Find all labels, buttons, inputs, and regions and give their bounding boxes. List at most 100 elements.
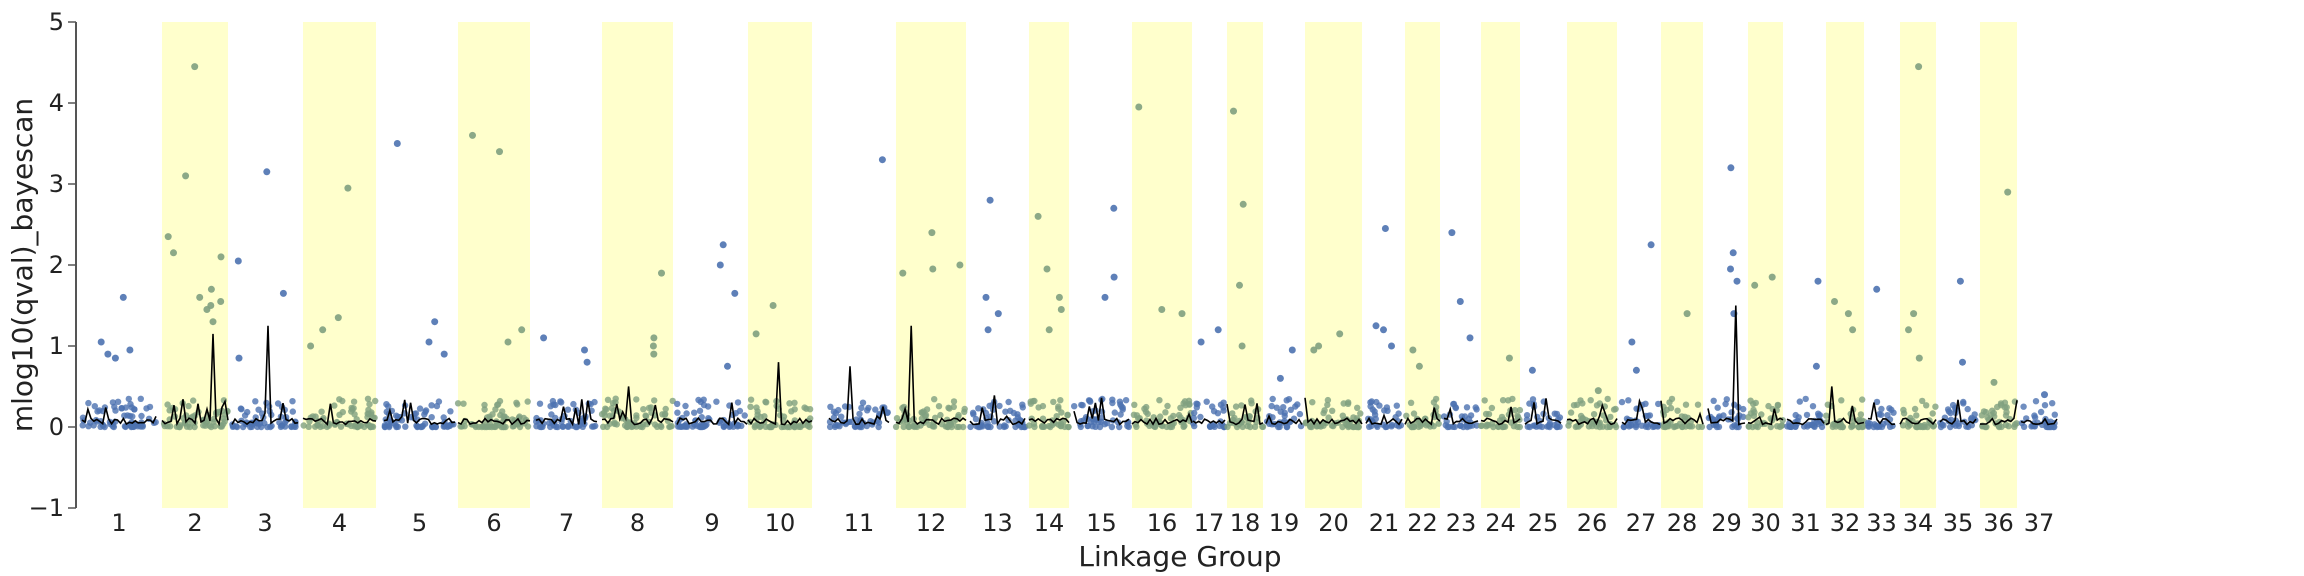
point-group-7 — [533, 423, 540, 430]
point-group-2 — [176, 423, 183, 431]
point-group-10 — [797, 422, 804, 429]
point-group-14 — [1053, 413, 1060, 420]
point-group-2 — [190, 397, 197, 404]
point-group-7 — [552, 401, 559, 409]
band-group-4 — [303, 22, 376, 508]
line-group-26 — [1566, 402, 1618, 426]
point-group-25 — [1523, 412, 1531, 419]
point-group-21 — [1376, 402, 1383, 409]
band-group-16 — [1132, 22, 1192, 508]
outlier-point-group-1 — [104, 350, 112, 358]
point-group-7 — [547, 403, 554, 410]
point-group-12 — [905, 423, 912, 431]
point-group-16 — [1156, 397, 1163, 404]
point-group-20 — [1339, 412, 1347, 419]
point-group-15 — [1096, 423, 1104, 431]
outlier-point-group-1 — [97, 338, 105, 346]
line-group-31 — [1786, 418, 1825, 426]
point-group-21 — [1374, 423, 1381, 430]
point-group-11 — [826, 423, 834, 431]
point-group-5 — [429, 423, 436, 431]
line-group-15 — [1073, 397, 1130, 426]
outlier-point-group-18 — [1236, 281, 1243, 289]
point-group-10 — [788, 408, 795, 415]
point-group-3 — [252, 398, 259, 405]
line-group-17 — [1192, 418, 1226, 425]
point-group-26 — [1590, 411, 1598, 418]
outlier-point-group-2 — [191, 63, 199, 71]
point-group-25 — [1551, 410, 1559, 417]
outlier-point-group-2 — [207, 285, 215, 293]
point-group-20 — [1320, 409, 1327, 417]
point-group-10 — [747, 403, 754, 410]
point-group-20 — [1329, 407, 1336, 414]
band-group-28 — [1661, 22, 1703, 508]
point-group-17 — [1197, 413, 1204, 421]
outlier-point-group-3 — [234, 257, 242, 265]
band-group-14 — [1029, 22, 1069, 508]
outlier-point-group-6 — [469, 131, 476, 139]
point-group-7 — [591, 398, 598, 406]
y-axis-ticks: −1 0 1 2 3 4 5 — [29, 8, 76, 522]
outlier-point-group-35 — [1959, 358, 1966, 366]
point-group-28 — [1674, 407, 1681, 414]
point-group-13 — [975, 423, 982, 431]
point-group-16 — [1130, 411, 1138, 418]
point-group-22 — [1432, 395, 1440, 403]
outlier-point-group-2 — [203, 306, 211, 313]
point-group-33 — [1873, 398, 1881, 406]
point-group-30 — [1750, 406, 1757, 414]
outlier-point-group-14 — [1055, 293, 1063, 301]
point-group-14 — [1031, 397, 1038, 405]
point-group-22 — [1435, 420, 1442, 427]
outlier-point-group-23 — [1456, 298, 1464, 305]
point-group-20 — [1357, 410, 1364, 417]
point-group-27 — [1655, 400, 1662, 408]
point-group-7 — [546, 419, 553, 427]
line-group-33 — [1867, 402, 1896, 426]
point-group-28 — [1670, 423, 1678, 431]
band-group-18 — [1227, 22, 1263, 508]
point-group-7 — [570, 400, 577, 408]
outlier-point-group-4 — [334, 314, 342, 322]
x-tick-label: 4 — [332, 509, 347, 537]
point-group-26 — [1567, 409, 1575, 416]
outlier-point-group-31 — [1812, 362, 1820, 370]
x-tick-label: 30 — [1750, 509, 1781, 537]
point-group-26 — [1565, 422, 1572, 429]
point-group-11 — [864, 407, 871, 414]
point-group-12 — [935, 403, 943, 410]
point-group-10 — [754, 411, 761, 418]
point-group-18 — [1259, 423, 1266, 430]
x-tick-label: 34 — [1903, 509, 1934, 537]
point-group-10 — [806, 406, 814, 413]
point-group-15 — [1109, 399, 1116, 407]
outlier-point-group-18 — [1230, 107, 1237, 115]
point-group-6 — [454, 400, 462, 407]
point-group-11 — [859, 399, 867, 406]
outlier-point-group-27 — [1628, 338, 1636, 346]
point-group-10 — [791, 399, 798, 406]
line-group-18 — [1226, 403, 1264, 426]
x-tick-label: 35 — [1943, 509, 1974, 537]
point-group-25 — [1553, 423, 1561, 431]
point-group-22 — [1419, 420, 1427, 427]
outlier-point-group-13 — [984, 326, 992, 334]
outlier-point-group-21 — [1388, 342, 1395, 350]
point-group-32 — [1838, 397, 1845, 404]
band-group-26 — [1567, 22, 1617, 508]
point-group-4 — [331, 402, 338, 409]
point-group-31 — [1792, 411, 1799, 419]
outlier-point-group-8 — [650, 334, 658, 342]
outlier-point-group-22 — [1415, 362, 1423, 370]
point-group-31 — [1796, 398, 1804, 405]
point-group-33 — [1878, 405, 1885, 413]
outlier-point-group-28 — [1683, 310, 1691, 318]
point-group-37 — [2037, 408, 2045, 416]
x-tick-label: 32 — [1830, 509, 1861, 537]
line-group-7 — [535, 399, 598, 427]
point-group-4 — [364, 395, 372, 402]
outlier-point-group-25 — [1528, 366, 1536, 374]
outlier-point-group-23 — [1448, 229, 1456, 237]
point-group-22 — [1407, 399, 1415, 406]
